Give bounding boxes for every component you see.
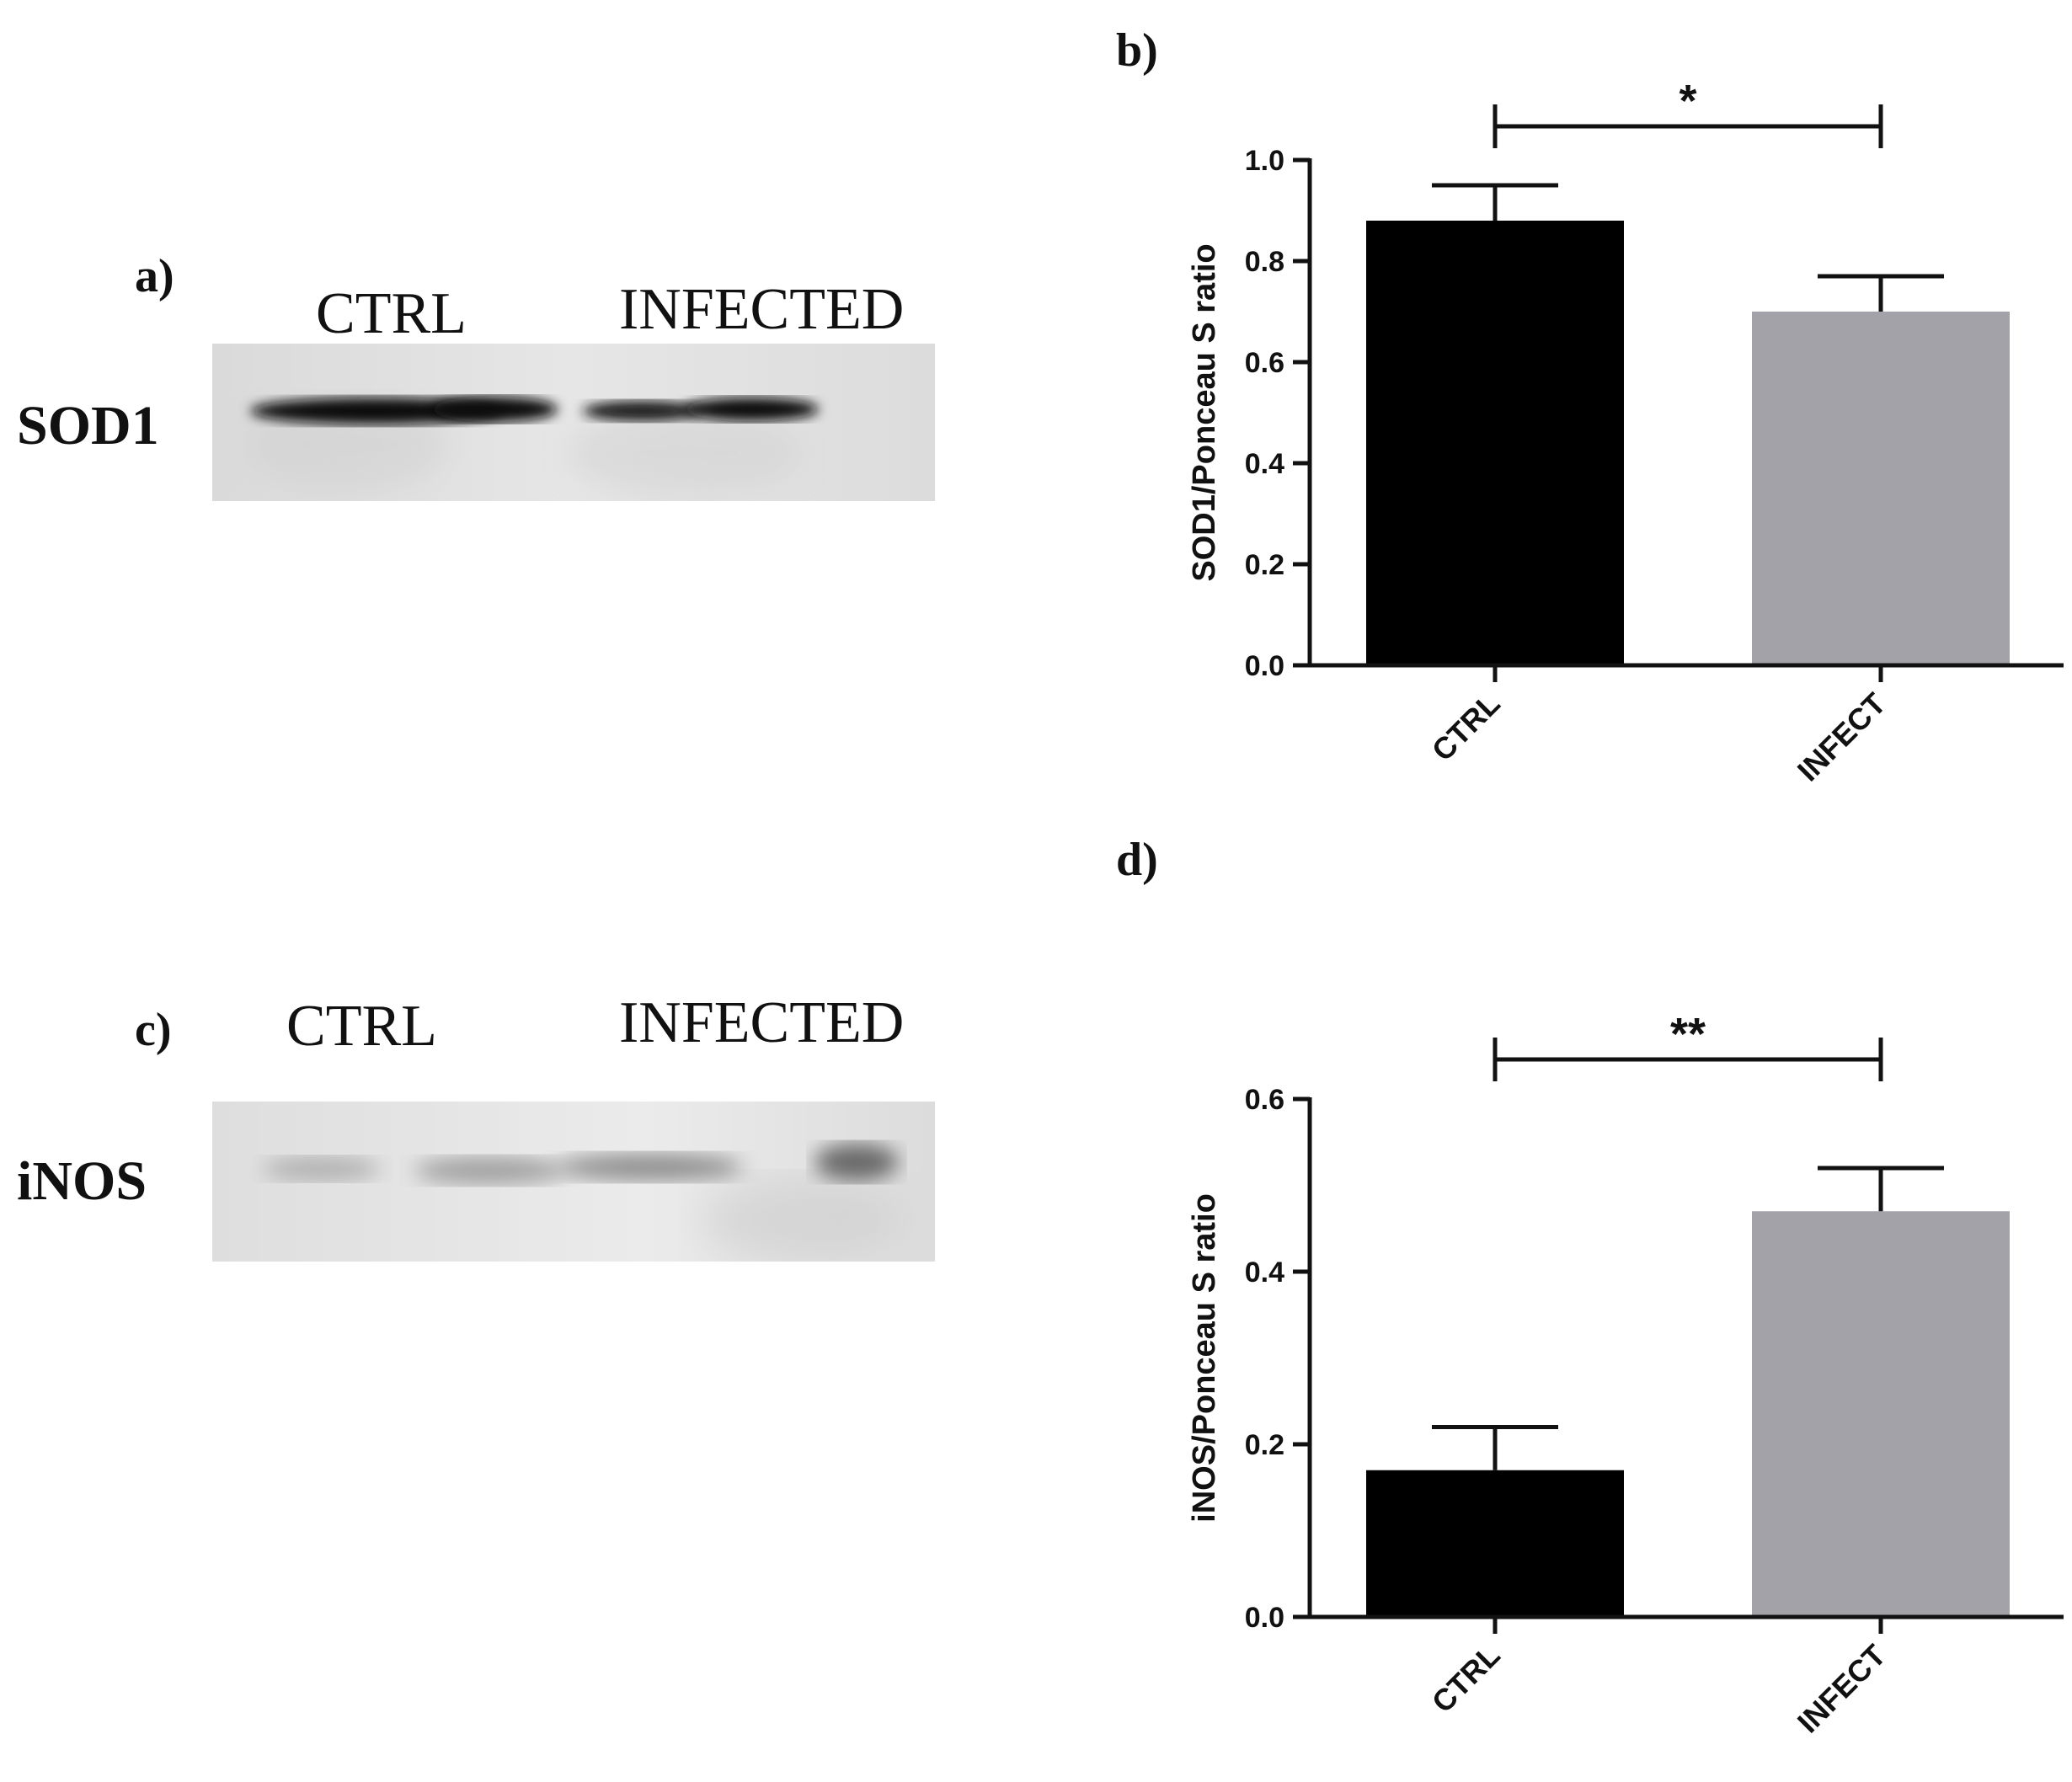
y-tick-label: 1.0 — [1245, 145, 1284, 177]
panel-label-c: c) — [135, 1004, 172, 1056]
y-axis-label: iNOS/Ponceau S ratio — [1187, 1193, 1222, 1523]
blot-a-lane-ctrl: CTRL — [316, 281, 467, 346]
band-inos-1 — [263, 1157, 381, 1181]
band-infected-1 — [583, 401, 701, 421]
sod1-blot-svg — [212, 344, 935, 501]
blot-a-protein-label: SOD1 — [17, 395, 159, 456]
inos-bar-chart: 0.0 0.2 0.4 0.6 CTRL INFECT iNOS/Ponceau S rat… — [1187, 1009, 2064, 1740]
significance-marker: ** — [1670, 1009, 1706, 1059]
band-ctrl-2 — [431, 397, 558, 422]
y-tick-label: 0.0 — [1245, 650, 1284, 682]
y-tick-label: 0.2 — [1245, 1429, 1284, 1461]
y-tick-label: 0.2 — [1245, 549, 1284, 581]
sod1-blot-image — [212, 344, 935, 501]
bar-infect — [1752, 312, 2010, 665]
bar-ctrl — [1366, 221, 1624, 665]
x-tick-label: CTRL — [1425, 686, 1507, 768]
panel-label-a: a) — [135, 250, 174, 302]
x-tick-label: INFECT — [1791, 1638, 1893, 1740]
inos-blot-svg — [212, 1102, 935, 1262]
x-tick-label: INFECT — [1791, 686, 1893, 788]
band-inos-2 — [414, 1157, 566, 1184]
panel-label-b: b) — [1116, 24, 1158, 77]
x-tick-label: CTRL — [1425, 1638, 1507, 1720]
band-infected-2 — [684, 397, 819, 421]
sod1-bar-chart: 0.0 0.2 0.4 0.6 0.8 1.0 CTRL INFECT SOD1/Ponceau… — [1187, 76, 2064, 788]
y-tick-label: 0.6 — [1245, 347, 1284, 379]
y-tick-label: 0.6 — [1245, 1084, 1284, 1116]
y-axis-label: SOD1/Ponceau S ratio — [1187, 243, 1222, 581]
blot-c-lane-infected: INFECTED — [619, 990, 905, 1055]
y-tick-label: 0.8 — [1245, 246, 1284, 278]
panel-label-d: d) — [1116, 834, 1158, 886]
significance-marker: * — [1679, 76, 1696, 126]
band-inos-3 — [558, 1154, 743, 1181]
blot-c-protein-label: iNOS — [17, 1150, 147, 1212]
band-inos-4 — [814, 1144, 899, 1181]
inos-blot-image — [212, 1102, 935, 1262]
y-tick-label: 0.0 — [1245, 1602, 1284, 1634]
bar-infect — [1752, 1211, 2010, 1617]
bar-ctrl — [1366, 1470, 1624, 1617]
blot-a-lane-infected: INFECTED — [619, 277, 905, 342]
blot-c-lane-ctrl: CTRL — [286, 994, 437, 1059]
y-tick-label: 0.4 — [1245, 448, 1284, 480]
y-tick-label: 0.4 — [1245, 1256, 1284, 1288]
